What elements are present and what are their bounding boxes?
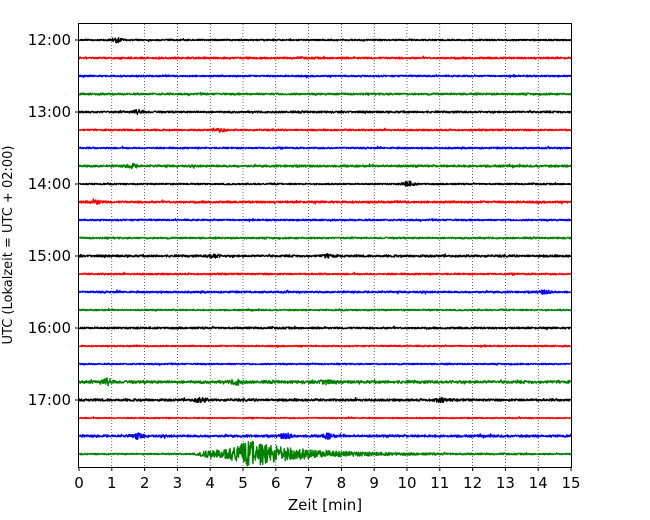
- trace-line: [78, 377, 572, 387]
- trace-line: [78, 127, 572, 133]
- x-tick-label: 8: [337, 474, 347, 492]
- trace-line: [78, 344, 572, 349]
- x-tick-label: 4: [205, 474, 215, 492]
- y-axis-label: UTC (Lokalzeit = UTC + 02:00): [1, 146, 16, 345]
- x-tick-label: 9: [369, 474, 379, 492]
- trace-line: [78, 307, 572, 312]
- trace-line: [78, 74, 572, 79]
- y-tick-label: 16:00: [28, 319, 71, 337]
- x-tick-label: 14: [529, 474, 548, 492]
- x-tick-label: 13: [496, 474, 515, 492]
- trace-line: [78, 145, 572, 150]
- trace-line: [78, 253, 572, 259]
- y-tick-label: 15:00: [28, 247, 71, 265]
- trace-line: [78, 271, 572, 276]
- trace-line: [78, 362, 572, 366]
- plot-frame: [78, 23, 572, 468]
- trace-line: [78, 162, 572, 170]
- grid: [111, 24, 539, 467]
- trace-line: [78, 217, 572, 223]
- trace-line: [78, 432, 572, 441]
- x-tick-label: 12: [463, 474, 482, 492]
- x-tick-label: 11: [430, 474, 449, 492]
- y-tick-label: 14:00: [28, 175, 71, 193]
- trace-line: [78, 416, 572, 420]
- x-tick-label: 10: [397, 474, 416, 492]
- x-tick-label: 3: [173, 474, 183, 492]
- trace-line: [78, 325, 572, 331]
- x-tick-label: 1: [107, 474, 117, 492]
- trace-line: [78, 55, 572, 61]
- trace-line: [78, 180, 572, 187]
- y-ticks: 12:00 13:00 14:00 15:00 16:00 17:00: [28, 31, 79, 409]
- trace-line: [78, 440, 572, 467]
- trace-line: [78, 198, 572, 205]
- x-axis-label: Zeit [min]: [288, 496, 362, 514]
- trace-line: [78, 289, 572, 295]
- traces: [78, 37, 572, 467]
- x-tick-label: 5: [238, 474, 248, 492]
- y-tick-label: 17:00: [28, 391, 71, 409]
- x-tick-label: 0: [74, 474, 84, 492]
- x-tick-label: 7: [304, 474, 314, 492]
- trace-line: [78, 396, 572, 404]
- trace-line: [78, 91, 572, 97]
- trace-line: [78, 37, 572, 44]
- x-tick-label: 2: [140, 474, 150, 492]
- trace-line: [78, 235, 572, 240]
- x-ticks: 0 1 2 3 4 5 6 7 8 9 10 11 12 13 14 15: [74, 467, 581, 492]
- y-tick-label: 12:00: [28, 31, 71, 49]
- y-tick-label: 13:00: [28, 103, 71, 121]
- x-tick-label: 6: [271, 474, 281, 492]
- trace-line: [78, 108, 572, 116]
- x-tick-label: 15: [561, 474, 580, 492]
